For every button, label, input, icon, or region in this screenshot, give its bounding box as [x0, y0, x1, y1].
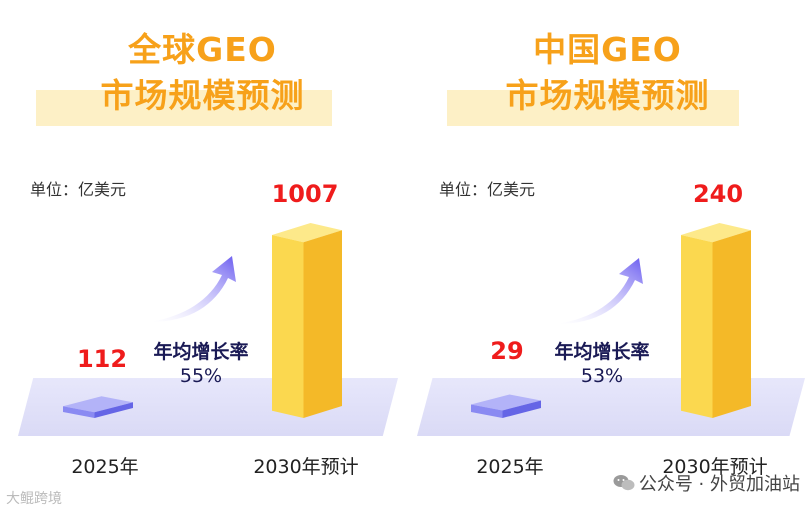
bar-2030-side [712, 230, 751, 418]
bar-2025-top [63, 396, 133, 413]
x-label-2030: 2030年预计 [253, 456, 359, 478]
x-label-2025: 2025年 [476, 456, 544, 478]
bar-2025-side [94, 402, 133, 418]
unit-label: 单位：亿美元 [30, 180, 127, 199]
bar-2025-front [63, 406, 95, 418]
value-label-2025: 29 [490, 337, 524, 365]
growth-rate: 55% [179, 365, 223, 387]
bar-2025-side [502, 400, 541, 418]
watermark-left: 大鲲跨境 [6, 491, 62, 507]
value-label-2025: 112 [76, 345, 128, 373]
growth-label: 年均增长率 [153, 341, 249, 363]
growth-annotation: 年均增长率 53% [537, 340, 667, 388]
chart-subtitle: 市场规模预测 [505, 76, 710, 115]
bar-2030-top [681, 223, 751, 243]
watermark-right-text: 公众号 · 外贸加油站 [638, 474, 800, 495]
bar-2025-top [471, 394, 541, 411]
bar-2025-front [471, 404, 503, 418]
unit-label: 单位：亿美元 [439, 180, 536, 199]
wechat-icon [613, 475, 635, 491]
title-highlight [447, 90, 739, 126]
growth-arrow-icon [150, 256, 236, 322]
chart-marks [63, 223, 342, 418]
growth-label: 年均增长率 [554, 341, 650, 363]
bar-2030-front [272, 235, 304, 418]
chart-marks [471, 223, 751, 418]
value-label-2030: 240 [692, 180, 744, 208]
bar-2030-side [303, 230, 342, 418]
bar-2030-top [272, 223, 342, 243]
chart-china: 中国GEO 市场规模预测 单位：亿美元 29 240 年均增长率 53% 202… [405, 0, 810, 514]
growth-rate: 53% [580, 365, 624, 387]
x-label-2025: 2025年 [71, 456, 139, 478]
x-label-2030: 2030年预计 [662, 456, 768, 478]
watermark-right: 公众号 · 外贸加油站 [613, 470, 800, 496]
chart-subtitle: 市场规模预测 [100, 76, 305, 115]
growth-arrow-icon [557, 258, 643, 324]
bar-2030-front [681, 235, 713, 418]
growth-annotation: 年均增长率 55% [136, 340, 266, 388]
value-label-2030: 1007 [271, 180, 339, 208]
chart-global: 全球GEO 市场规模预测 单位：亿美元 112 1007 年均增长率 55% 2… [18, 30, 398, 478]
chart-title: 全球GEO [128, 30, 277, 69]
chart-title: 中国GEO [533, 30, 682, 69]
title-highlight [36, 90, 332, 126]
